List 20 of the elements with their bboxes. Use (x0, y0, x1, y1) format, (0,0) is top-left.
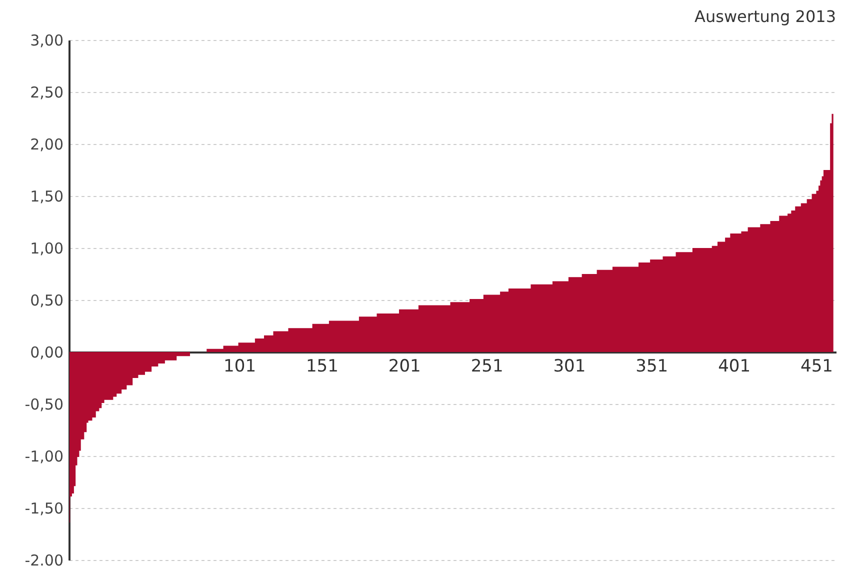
y-tick-label: 2,00 (30, 136, 64, 154)
y-tick-label: 3,00 (30, 32, 64, 50)
y-tick-label: -0,50 (24, 396, 64, 414)
x-tick-label: 201 (388, 356, 421, 376)
x-tick-label: 351 (636, 356, 668, 376)
y-tick-label: -2.00 (24, 552, 64, 570)
x-tick-label: 151 (306, 356, 338, 376)
y-tick-label: 2,50 (30, 84, 64, 102)
y-tick-label: -1,00 (24, 448, 64, 466)
x-tick-label: 401 (718, 356, 751, 376)
x-tick-label: 301 (553, 356, 586, 376)
chart-title: Auswertung 2013 (694, 7, 836, 26)
x-tick-label: 451 (800, 356, 833, 376)
y-tick-label: 1,00 (30, 240, 64, 258)
y-tick-label: 0,00 (30, 344, 64, 362)
y-tick-label: 0,50 (30, 292, 64, 310)
x-tick-label: 251 (470, 356, 504, 376)
y-tick-label: 1,50 (30, 188, 64, 206)
y-tick-label: -1,50 (24, 500, 64, 518)
x-tick-label: 101 (224, 356, 256, 376)
